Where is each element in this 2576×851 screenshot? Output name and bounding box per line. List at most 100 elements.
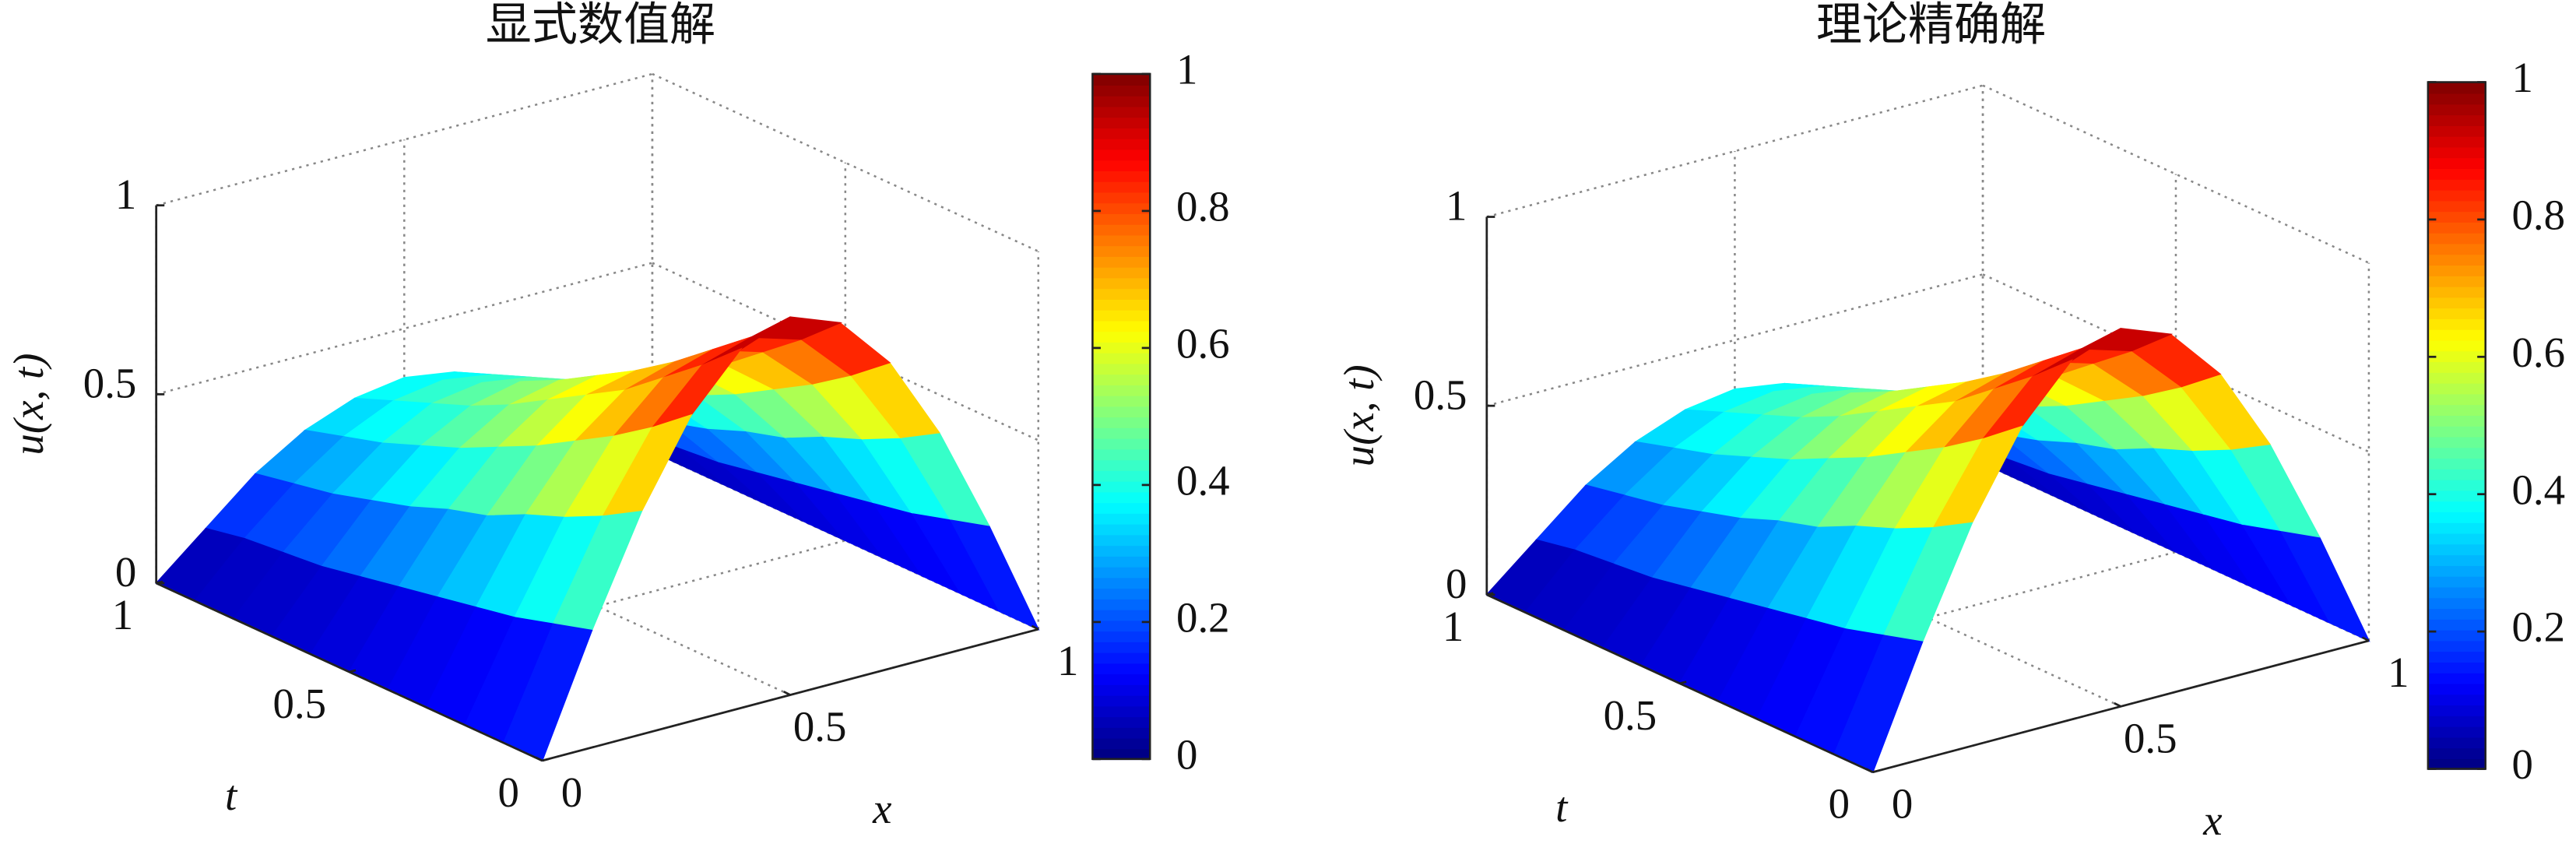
colorbar-band [2427,135,2486,148]
colorbar-band [2427,704,2486,716]
colorbar-band [2427,243,2486,255]
colorbar-band [1092,534,1151,547]
t-tick-label: 1 [112,591,133,638]
colorbar-band [1092,438,1151,450]
colorbar-band [1092,352,1151,364]
colorbar-band [2427,490,2486,502]
colorbar-band [2427,726,2486,738]
grid-line [1982,84,2370,264]
colorbar-band [2427,618,2486,631]
colorbar-band [2427,650,2486,663]
colorbar-tick-label: 0 [2511,740,2532,788]
colorbar-band [2427,403,2486,416]
colorbar-band [2427,511,2486,523]
t-tick [349,669,357,673]
colorbar-tick-label: 0.8 [1176,183,1230,230]
colorbar-band [1092,609,1151,621]
colorbar-band [1092,373,1151,385]
colorbar-band [1092,244,1151,257]
colorbar-band [1092,234,1151,247]
colorbar-band [2427,329,2486,341]
colorbar-band [2427,457,2486,469]
t-axis-label: t [1555,783,1569,831]
colorbar-band [2427,339,2486,352]
t-tick [1872,769,1880,774]
grid-line [1486,84,1984,218]
colorbar-band [1092,598,1151,610]
colorbar-band [2427,393,2486,406]
colorbar-band [2427,543,2486,556]
colorbar-band [1092,330,1151,343]
colorbar-band [2427,564,2486,577]
colorbar-band [1092,620,1151,632]
colorbar-band [2427,533,2486,545]
colorbar-band [1092,159,1151,171]
colorbar-band [2427,554,2486,566]
colorbar-band [1092,491,1151,504]
colorbar-band [1092,587,1151,600]
colorbar-band [2427,254,2486,266]
colorbar-band [2427,221,2486,234]
colorbar-band [1092,106,1151,118]
colorbar-band [1092,341,1151,353]
colorbar-band [1092,566,1151,578]
z-axis-label: u(x, t) [1335,364,1383,466]
colorbar-band [2427,436,2486,448]
t-tick [1679,680,1687,685]
colorbar-tick-label: 0.4 [2511,466,2565,513]
x-tick [1865,768,1874,773]
colorbar-band [2427,200,2486,213]
chart-title: 显式数值解 [486,0,715,51]
colorbar-band [1092,213,1151,225]
colorbar-frame [1091,72,1151,761]
colorbar-band [2427,586,2486,599]
x-axis-label: x [872,785,891,832]
z-tick-label: 1 [1446,182,1467,230]
colorbar-band [1092,705,1151,718]
colorbar-band [2427,479,2486,491]
colorbar-band [1092,641,1151,653]
colorbar-band [2427,275,2486,287]
colorbar-band [1092,406,1151,418]
colorbar-band [1092,555,1151,568]
colorbar-band [2427,447,2486,459]
colorbar-band [1092,480,1151,493]
colorbar-band [1092,673,1151,685]
x-tick-label: 1 [1057,637,1078,684]
x-tick [783,691,791,696]
colorbar-band [1092,737,1151,750]
colorbar-band [2427,264,2486,276]
colorbar-band [1092,459,1151,471]
colorbar-band [2427,522,2486,534]
colorbar-band [2427,286,2486,298]
t-tick-label: 0 [1829,780,1850,828]
colorbar-band [2427,232,2486,244]
colorbar-band [1092,138,1151,150]
colorbar-band [2427,500,2486,513]
colorbar-band [2427,629,2486,642]
colorbar-tick-label: 0.8 [2511,191,2565,238]
colorbar-frame [2427,81,2486,770]
colorbar-band [1092,416,1151,428]
x-tick [2114,702,2121,708]
colorbar-band [1092,127,1151,139]
colorbar-tick-label: 0 [1176,730,1197,778]
colorbar-band [1092,684,1151,696]
colorbar-band [1092,309,1151,322]
x-tick-label: 1 [2388,649,2409,696]
t-axis [1486,593,1874,773]
colorbar-band [2427,297,2486,309]
colorbar-band [2427,715,2486,727]
colorbar-band [1092,448,1151,461]
colorbar-band [1092,277,1151,290]
x-tick [1031,624,1039,631]
colorbar-band [1092,149,1151,161]
colorbar-tick-label: 1 [2511,54,2532,101]
t-tick-label: 0.5 [1604,691,1657,739]
colorbar-band [2427,382,2486,395]
colorbar-tick-label: 0.4 [1176,456,1230,504]
colorbar-band [2427,167,2486,180]
t-tick [542,758,550,762]
